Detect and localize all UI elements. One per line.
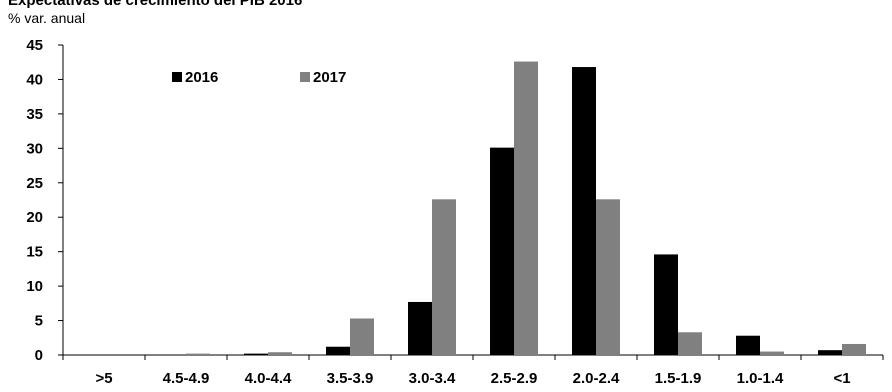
x-tick-label: >5 xyxy=(95,370,112,387)
bar-2017-8 xyxy=(678,332,702,355)
y-tick-label: 5 xyxy=(35,313,43,330)
x-tick-label: 2.0-2.4 xyxy=(573,370,620,387)
bar-2016-7 xyxy=(572,67,596,356)
bar-2017-7 xyxy=(596,199,620,355)
y-tick-label: 25 xyxy=(26,175,43,192)
y-axis-units-label: % var. anual xyxy=(8,10,86,26)
y-tick-label: 30 xyxy=(26,140,43,157)
bar-2016-8 xyxy=(654,254,678,355)
bar-2016-5 xyxy=(408,301,432,355)
y-tick-label: 0 xyxy=(35,347,43,364)
x-tick-label: 1.0-1.4 xyxy=(737,370,784,387)
bar-2017-4 xyxy=(350,318,374,355)
legend-label-2016: 2016 xyxy=(185,69,218,86)
x-tick-label: 3.5-3.9 xyxy=(327,370,374,387)
x-tick-label: <1 xyxy=(833,370,850,387)
bar-2016-4 xyxy=(326,346,350,355)
legend-label-2017: 2017 xyxy=(313,69,346,86)
bar-2016-3 xyxy=(244,353,268,355)
x-tick-label: 2.5-2.9 xyxy=(491,370,538,387)
bar-2017-3 xyxy=(268,352,292,355)
y-tick-label: 40 xyxy=(26,71,43,88)
bar-2016-10 xyxy=(818,350,842,355)
y-tick-label: 20 xyxy=(26,209,43,226)
x-tick-label: 4.5-4.9 xyxy=(163,370,210,387)
bar-2017-6 xyxy=(514,61,538,356)
x-tick-label: 1.5-1.9 xyxy=(655,370,702,387)
y-tick-label: 10 xyxy=(26,278,43,295)
bar-2016-6 xyxy=(490,147,514,355)
x-tick-label: 3.0-3.4 xyxy=(409,370,456,387)
bar-2017-10 xyxy=(842,343,866,355)
y-tick-label: 15 xyxy=(26,244,43,261)
bar-2016-9 xyxy=(736,335,760,355)
bar-2017-5 xyxy=(432,199,456,355)
legend-swatch-2017 xyxy=(300,72,310,82)
y-tick-label: 35 xyxy=(26,106,43,123)
bar-2017-2 xyxy=(186,353,210,355)
x-tick-label: 4.0-4.4 xyxy=(245,370,292,387)
bar-2017-9 xyxy=(760,351,784,355)
legend-swatch-2016 xyxy=(172,72,182,82)
y-tick-label: 45 xyxy=(26,37,43,54)
chart-title: Expectativas de crecimiento del PIB 2016 xyxy=(8,0,303,9)
